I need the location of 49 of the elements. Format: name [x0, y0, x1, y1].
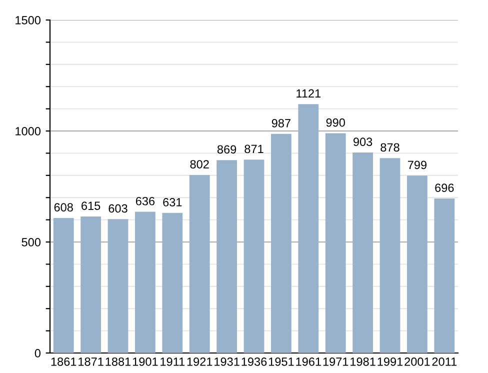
bar	[216, 160, 237, 353]
data-label: 1121	[296, 89, 321, 98]
bar	[352, 152, 373, 353]
data-label: 631	[163, 198, 182, 206]
x-tick-label: 1861	[51, 357, 76, 366]
x-tick-label: 1981	[350, 357, 376, 366]
data-label: 802	[190, 160, 209, 168]
bar	[271, 134, 292, 353]
data-label: 878	[380, 143, 400, 152]
bar	[108, 219, 128, 353]
data-label: 799	[408, 160, 426, 170]
y-tick-label: 500	[22, 238, 41, 246]
x-tick-label: 1936	[242, 357, 267, 366]
x-tick-label: 1991	[378, 357, 403, 366]
data-label: 608	[54, 203, 73, 212]
y-tick-label: 1500	[16, 16, 41, 24]
bar	[325, 133, 346, 353]
x-tick-label: 1901	[132, 357, 158, 366]
bar	[298, 104, 319, 353]
data-label: 615	[82, 202, 100, 210]
y-tick-label: 0	[34, 349, 41, 358]
data-label: 987	[272, 119, 290, 128]
bar	[434, 198, 455, 353]
data-label: 869	[217, 145, 236, 154]
data-label: 871	[244, 144, 264, 154]
bar	[189, 174, 210, 353]
data-label: 603	[108, 204, 128, 213]
bar	[407, 176, 428, 353]
x-tick-label: 1911	[160, 357, 185, 366]
x-tick-label: 2011	[432, 357, 457, 366]
x-tick-label: 2001	[404, 357, 430, 366]
data-label: 990	[326, 118, 345, 127]
y-tick-label: 1000	[16, 127, 41, 136]
data-label: 636	[136, 196, 155, 206]
data-label: 903	[354, 138, 372, 146]
data-label: 696	[435, 184, 454, 192]
x-tick-label: 1951	[268, 357, 294, 366]
x-tick-label: 1871	[78, 357, 104, 366]
x-tick-label: 1931	[214, 357, 240, 366]
bar	[80, 216, 101, 353]
x-tick-label: 1961	[296, 357, 321, 366]
x-tick-label: 1971	[323, 357, 348, 366]
x-tick-label: 1921	[187, 357, 212, 366]
bar	[244, 160, 264, 353]
bar	[380, 158, 400, 353]
bar	[162, 212, 183, 353]
bar	[135, 212, 156, 353]
bar	[53, 218, 74, 353]
x-tick-label: 1881	[106, 357, 131, 366]
